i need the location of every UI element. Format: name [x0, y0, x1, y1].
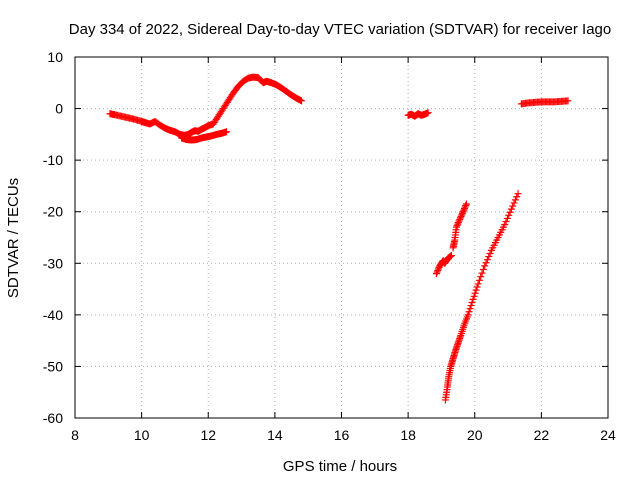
data-point-plus [460, 205, 468, 213]
x-tick-label: 24 [600, 427, 616, 443]
x-tick-label: 10 [134, 427, 150, 443]
data-point-plus [456, 215, 464, 223]
x-axis-label: GPS time / hours [283, 458, 397, 475]
data-point-plus [478, 269, 486, 277]
data-point-plus [434, 267, 442, 275]
data-point-plus [433, 268, 441, 276]
chart-title: Day 334 of 2022, Sidereal Day-to-day VTE… [69, 21, 611, 38]
data-point-plus [432, 270, 440, 278]
y-tick-label: 10 [47, 49, 63, 65]
data-point-plus [465, 308, 473, 316]
data-point-plus [507, 205, 515, 213]
data-point-plus [223, 128, 231, 136]
data-point-plus [458, 209, 466, 217]
series-segment-3-evening [404, 109, 432, 120]
data-point-plus [514, 190, 522, 198]
data-point-plus [470, 292, 478, 300]
data-point-plus [454, 219, 462, 227]
data-point-plus [501, 221, 509, 229]
data-point-plus [298, 97, 306, 105]
data-point-plus [510, 199, 518, 207]
x-tick-label: 8 [71, 427, 79, 443]
series-segment-7-late [517, 97, 572, 108]
x-tick-label: 12 [200, 427, 216, 443]
data-point-plus [486, 249, 494, 257]
data-point-plus [457, 212, 465, 220]
data-point-plus [502, 218, 510, 226]
series-segment-5-dip-b [449, 200, 470, 252]
data-point-plus [462, 202, 470, 210]
series-segment-4-dip-a [432, 252, 455, 278]
data-point-plus [461, 203, 469, 211]
data-point-plus [464, 311, 472, 319]
data-point-plus [468, 298, 476, 306]
data-point-plus [458, 211, 466, 219]
y-tick-label: 0 [55, 101, 63, 117]
data-point-plus [455, 217, 463, 225]
data-point-plus [469, 295, 477, 303]
x-tick-label: 14 [267, 427, 283, 443]
y-tick-label: -50 [43, 358, 63, 374]
axis-ticks: 8 10 12 14 16 18 20 22 24 10 0 -10 -20 -30 -40 -50 -60 [43, 49, 616, 443]
data-point-plus [466, 305, 474, 313]
x-tick-label: 20 [467, 427, 483, 443]
data-point-plus [462, 200, 470, 208]
data-point-plus [434, 265, 442, 273]
series-segment-2-lower-branch [178, 128, 231, 144]
y-tick-label: -30 [43, 255, 63, 271]
data-point-plus [481, 262, 489, 270]
data-point-plus [485, 253, 493, 261]
series-segment-1-morning [106, 73, 306, 139]
data-point-plus [453, 222, 461, 230]
data-point-plus [452, 223, 460, 231]
y-tick-label: -20 [43, 204, 63, 220]
data-point-plus [459, 208, 467, 216]
data-marks [106, 73, 572, 404]
grid-lines [75, 57, 608, 418]
data-point-plus [505, 211, 513, 219]
data-point-plus [513, 193, 521, 201]
y-tick-label: -40 [43, 307, 63, 323]
y-tick-label: -60 [43, 410, 63, 426]
data-point-plus [472, 286, 480, 294]
data-point-plus [475, 276, 483, 284]
data-point-plus [479, 265, 487, 273]
data-point-plus [454, 220, 462, 228]
y-tick-label: -10 [43, 152, 63, 168]
y-axis-label: SDTVAR / TECUs [5, 178, 22, 298]
x-tick-label: 18 [400, 427, 416, 443]
data-point-plus [447, 252, 455, 260]
data-point-plus [509, 202, 517, 210]
data-point-plus [460, 206, 468, 214]
data-point-plus [503, 214, 511, 222]
data-point-plus [511, 196, 519, 204]
x-tick-label: 16 [334, 427, 350, 443]
data-point-plus [471, 289, 479, 297]
data-point-plus [456, 214, 464, 222]
data-point-plus [467, 302, 475, 310]
data-point-plus [474, 280, 482, 288]
plot-frame [74, 56, 609, 419]
data-point-plus [424, 109, 432, 117]
data-point-plus [564, 97, 572, 105]
data-point-plus [483, 256, 491, 264]
data-point-plus [477, 273, 485, 281]
data-point-plus [482, 259, 490, 267]
series-segment-6-dip-c [441, 190, 522, 404]
data-point-plus [473, 283, 481, 291]
data-point-plus [506, 208, 514, 216]
x-tick-label: 22 [534, 427, 550, 443]
